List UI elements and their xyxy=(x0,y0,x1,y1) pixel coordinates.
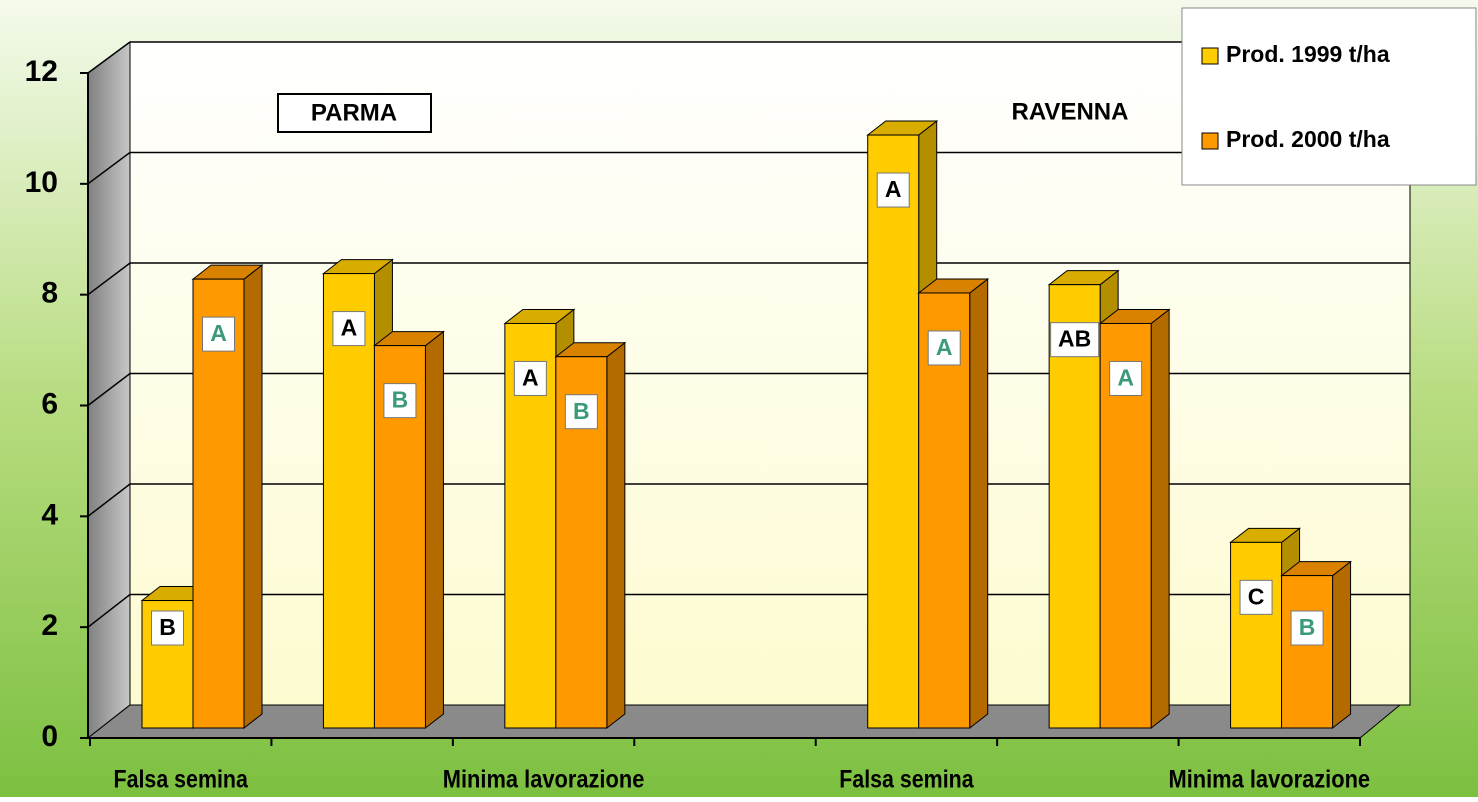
grid-line xyxy=(87,483,131,517)
floor xyxy=(86,704,1402,739)
grid-line xyxy=(87,41,131,74)
bar-side xyxy=(1332,560,1352,730)
bar-side xyxy=(606,341,626,730)
x-tick-label: Minima lavorazione xyxy=(443,766,645,794)
legend-label: Prod. 2000 t/ha xyxy=(1226,126,1390,152)
letter-box xyxy=(876,172,910,208)
y-tick-label: 0 xyxy=(41,720,58,753)
letter-box xyxy=(1109,360,1143,396)
legend-label: Prod. 1999 t/ha xyxy=(1226,41,1390,67)
significance-letter: A xyxy=(210,320,227,346)
letter-box xyxy=(513,360,547,396)
y-tick-label: 6 xyxy=(41,387,58,420)
y-tick-label: 12 xyxy=(25,55,58,88)
bar xyxy=(192,278,245,729)
y-tick-label: 2 xyxy=(41,609,58,642)
bar xyxy=(1230,541,1283,729)
bar xyxy=(918,292,971,729)
significance-letter: B xyxy=(159,614,176,640)
letter-box xyxy=(332,311,366,347)
x-tick-label: Minima lavorazione xyxy=(1168,766,1370,794)
x-tick-label: Falsa semina xyxy=(114,766,249,794)
y-tick-label: 8 xyxy=(41,277,58,310)
significance-letter: C xyxy=(1248,583,1265,609)
bar xyxy=(1048,284,1101,729)
letter-box xyxy=(383,383,417,419)
annotation: PARMA xyxy=(311,99,397,126)
significance-letter: B xyxy=(573,398,590,424)
significance-letter: A xyxy=(885,176,902,202)
letter-box xyxy=(564,394,598,430)
annotation: RAVENNA xyxy=(1012,98,1129,125)
legend xyxy=(1181,7,1477,186)
annotation-box xyxy=(277,93,432,133)
letter-box xyxy=(151,610,184,646)
grid-line xyxy=(87,372,131,407)
bar xyxy=(1281,575,1334,729)
bar-side xyxy=(424,330,444,730)
x-tick-label: Falsa semina xyxy=(839,766,974,794)
significance-letter: AB xyxy=(1058,326,1091,352)
grid-line xyxy=(87,593,131,628)
significance-letter: B xyxy=(392,387,409,413)
grid-line xyxy=(87,262,131,296)
bar xyxy=(322,273,375,729)
significance-letter: A xyxy=(1117,365,1134,391)
significance-letter: B xyxy=(1299,614,1316,640)
letter-box xyxy=(1290,610,1324,646)
letter-box xyxy=(927,330,961,366)
letter-box xyxy=(1050,322,1100,358)
grid-line xyxy=(87,151,131,185)
legend-swatch xyxy=(1201,47,1219,65)
bar xyxy=(867,134,920,729)
significance-letter: A xyxy=(936,334,953,360)
letter-box xyxy=(202,316,235,352)
letter-box xyxy=(1239,579,1273,615)
significance-letter: A xyxy=(341,315,358,341)
bar-side xyxy=(1150,308,1170,730)
legend-swatch xyxy=(1201,132,1219,150)
bar-side xyxy=(243,264,263,730)
y-tick-label: 10 xyxy=(25,166,58,199)
y-tick-label: 4 xyxy=(41,498,58,531)
significance-letter: A xyxy=(522,365,539,391)
bar-side xyxy=(969,277,989,730)
